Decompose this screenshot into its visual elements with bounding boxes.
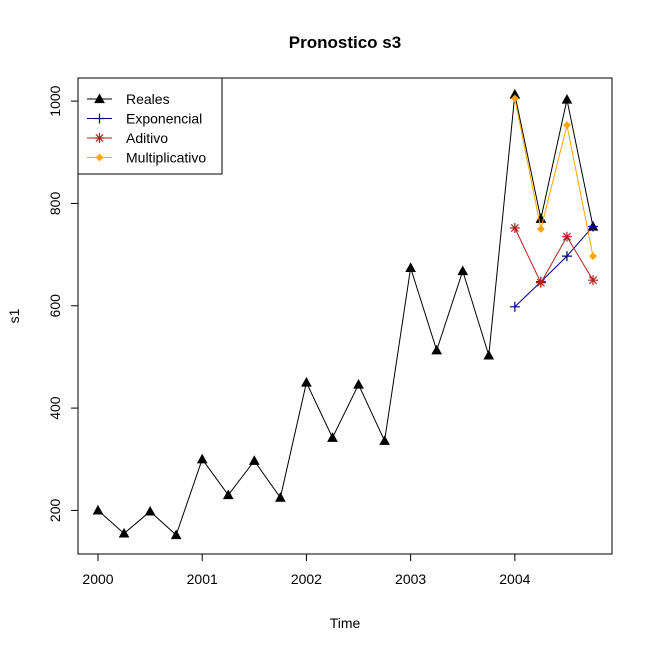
series-line — [514, 226, 594, 308]
legend-label: Aditivo — [126, 130, 168, 146]
data-point — [588, 221, 598, 232]
y-tick-label: 1000 — [47, 85, 63, 116]
legend-marker — [95, 153, 104, 162]
y-axis-label: s1 — [6, 308, 22, 323]
series-aditivo — [509, 223, 598, 288]
legend-item: Aditivo — [87, 130, 168, 146]
data-point — [327, 432, 338, 442]
y-axis: 200 400 600 800 1000 — [47, 85, 79, 523]
data-point — [483, 349, 495, 360]
series-line — [514, 98, 594, 257]
y-tick-label: 200 — [47, 499, 63, 523]
series-layer — [92, 88, 599, 540]
data-point — [588, 275, 598, 286]
data-point — [405, 262, 416, 273]
data-point — [536, 225, 545, 233]
data-point — [561, 231, 572, 242]
series-reales — [92, 88, 599, 540]
data-point — [563, 121, 571, 130]
x-axis: 2000 2001 2002 2003 2004 — [82, 553, 531, 587]
data-point — [144, 505, 156, 516]
data-point — [222, 489, 234, 500]
data-point — [510, 94, 519, 103]
x-tick-label: 2004 — [499, 571, 530, 587]
data-point — [561, 94, 573, 104]
legend-item: Exponencial — [87, 111, 202, 127]
x-tick-label: 2003 — [395, 571, 426, 587]
data-point — [275, 492, 286, 502]
data-point — [509, 223, 520, 233]
chart-title: Pronostico s3 — [289, 33, 401, 52]
data-point — [379, 435, 390, 445]
data-point — [509, 301, 520, 312]
data-point — [301, 376, 312, 387]
legend-marker — [94, 93, 105, 104]
y-tick-label: 400 — [47, 396, 63, 420]
x-axis-label: Time — [330, 615, 361, 631]
data-point — [248, 455, 260, 465]
x-tick-label: 2002 — [291, 571, 322, 587]
data-point — [561, 251, 572, 262]
series-line — [97, 94, 594, 536]
data-point — [457, 265, 469, 276]
data-point — [92, 504, 104, 515]
legend-label: Reales — [126, 91, 170, 107]
series-line — [514, 227, 594, 284]
y-tick-label: 800 — [47, 192, 63, 216]
x-tick-label: 2001 — [187, 571, 218, 587]
data-point — [170, 529, 182, 540]
x-tick-label: 2000 — [82, 571, 113, 587]
series-multiplicativo — [510, 94, 597, 261]
legend: Reales Exponencial Aditivo Multiplicativo — [77, 77, 223, 175]
series-exponencial — [509, 221, 598, 312]
legend-label: Multiplicativo — [126, 150, 206, 166]
data-point — [118, 527, 130, 538]
y-tick-label: 600 — [47, 294, 63, 318]
legend-item: Multiplicativo — [87, 150, 206, 166]
legend-marker — [94, 133, 105, 143]
legend-item: Reales — [87, 91, 170, 107]
data-point — [535, 277, 546, 288]
data-point — [589, 252, 597, 261]
legend-marker — [94, 113, 105, 124]
data-point — [353, 379, 364, 389]
legend-label: Exponencial — [126, 111, 202, 127]
data-point — [196, 453, 208, 464]
data-point — [431, 344, 443, 355]
